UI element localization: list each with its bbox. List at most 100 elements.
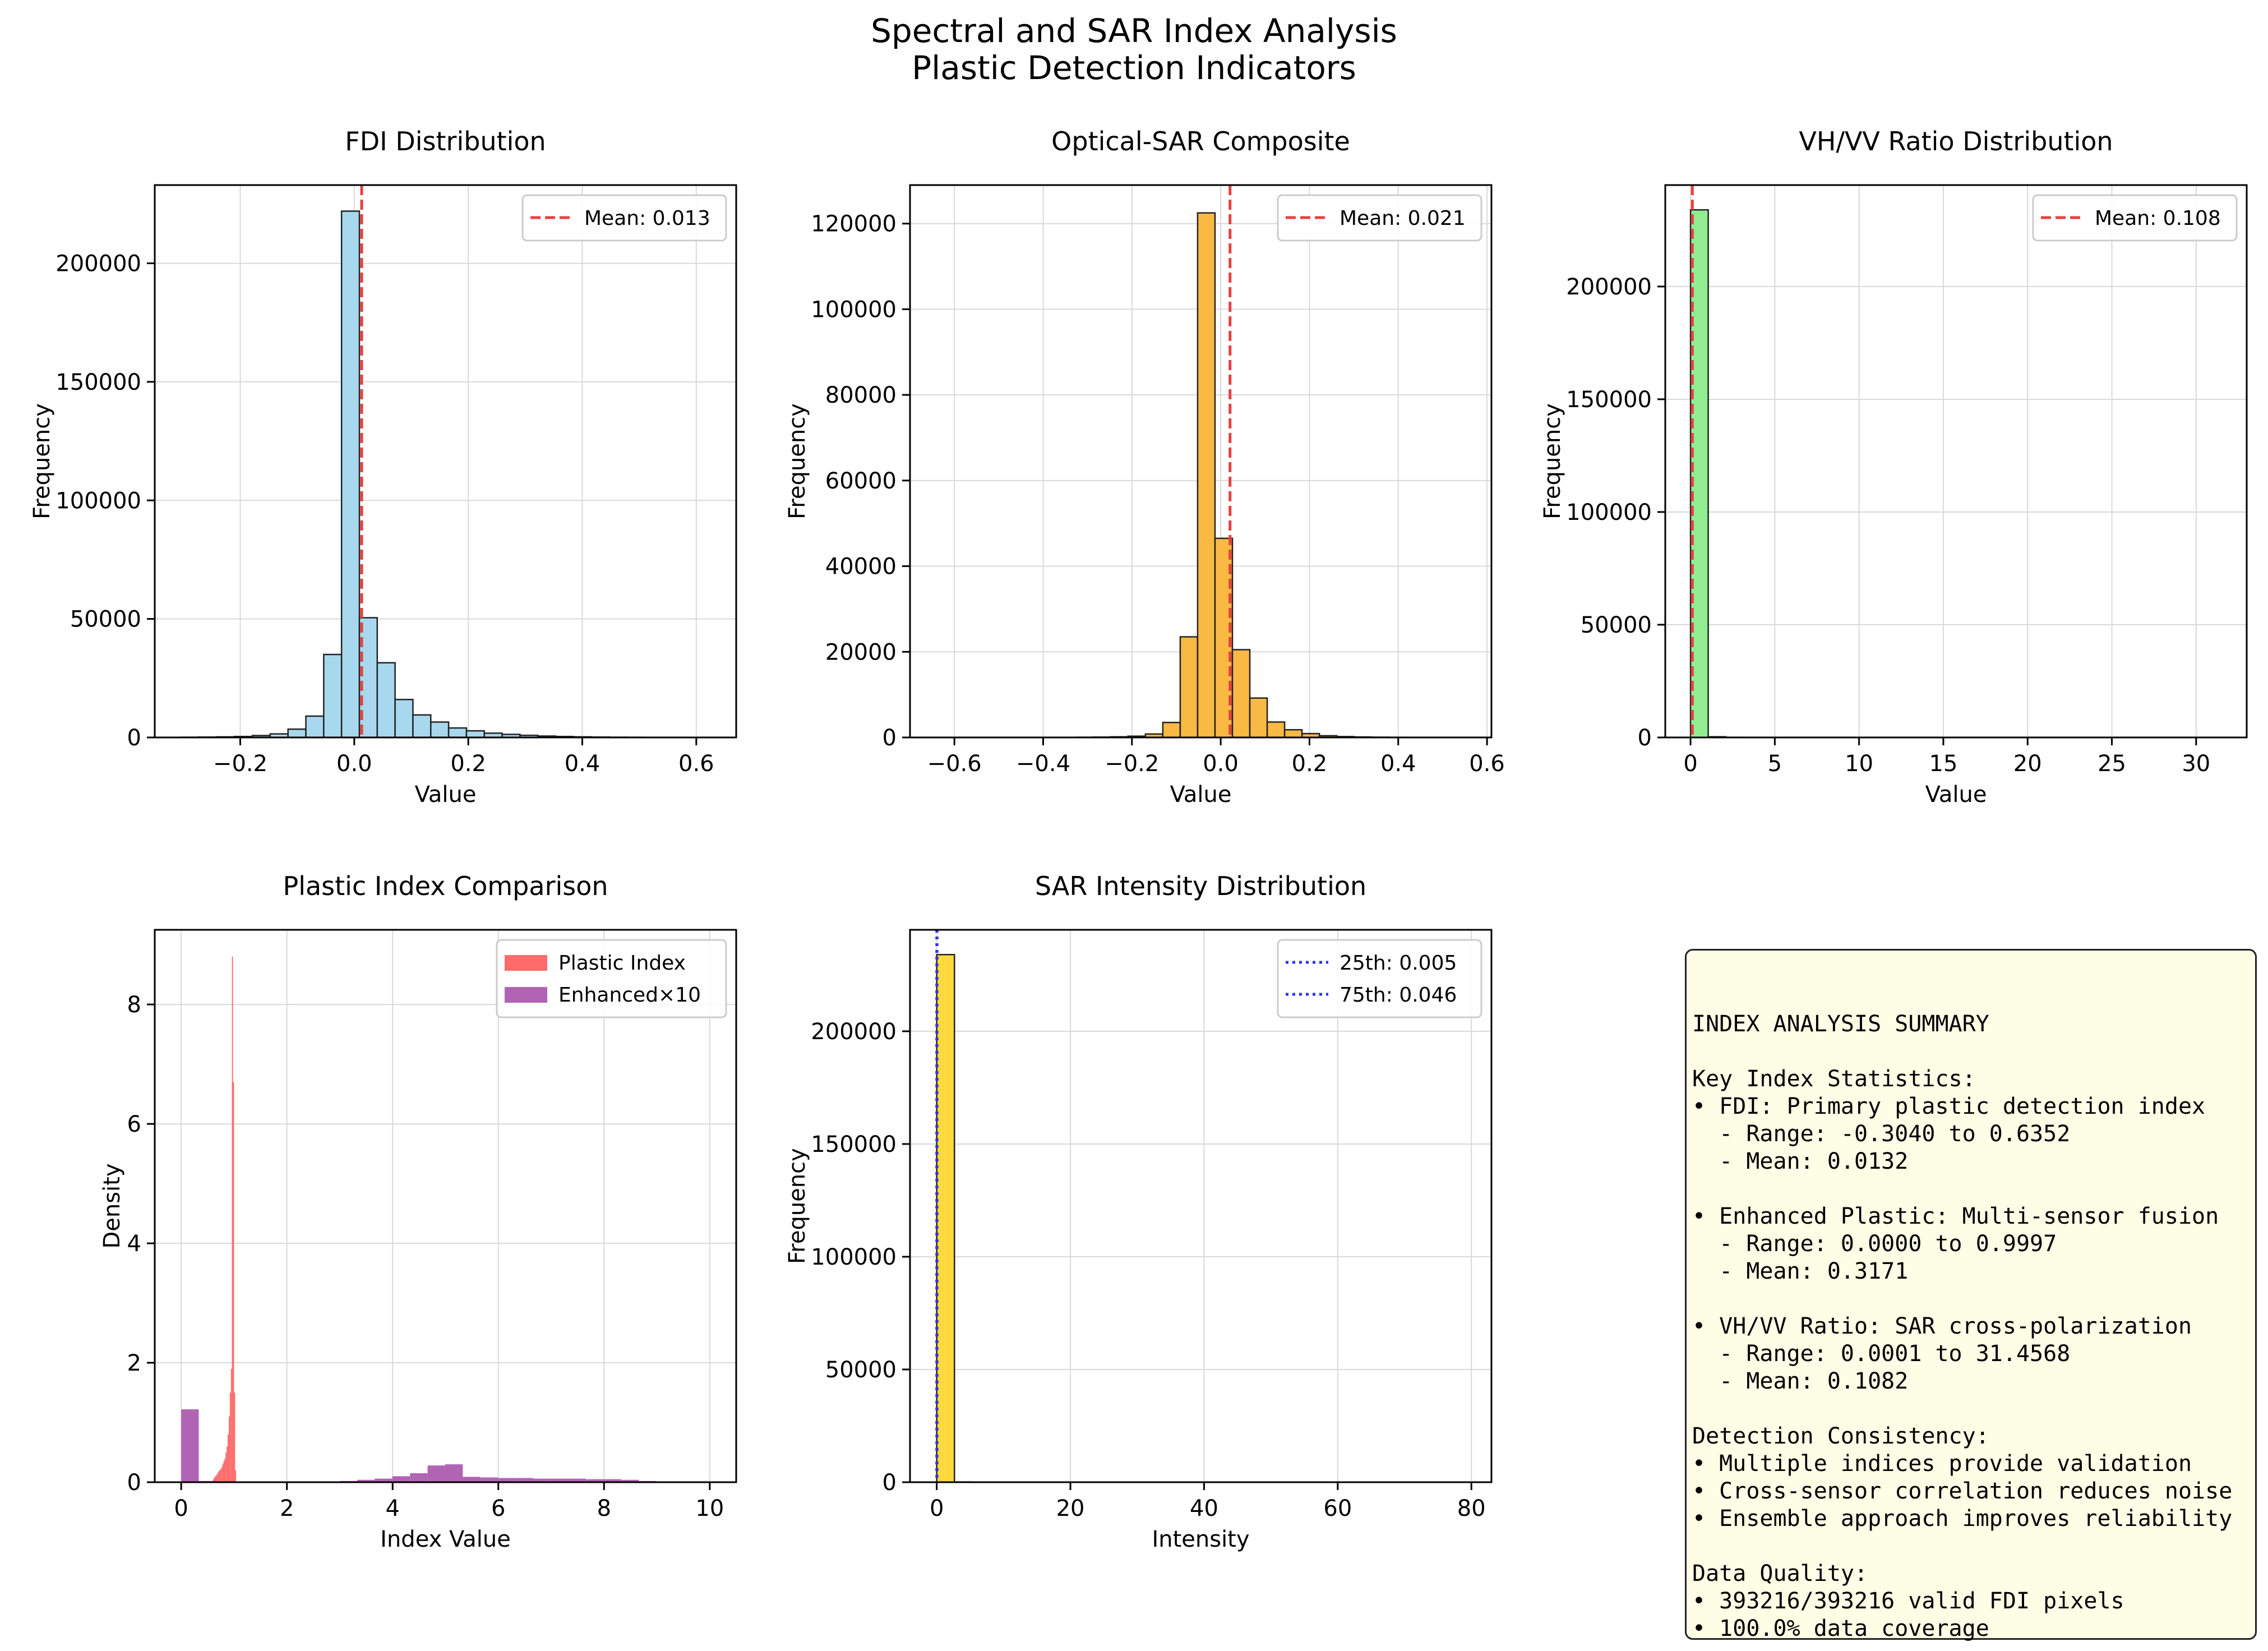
axes-frame: [909, 929, 1493, 1483]
bar: [1249, 697, 1268, 737]
bar: [427, 1465, 446, 1482]
x-tick-label: 0.0: [336, 751, 372, 777]
y-axis-label: Frequency: [784, 403, 810, 519]
y-tick-label: 0: [883, 1470, 897, 1496]
bar: [228, 1416, 230, 1482]
bars-sar: [936, 953, 1469, 1482]
bar: [515, 1478, 533, 1482]
x-tick-label: 0.4: [1380, 751, 1416, 777]
x-tick-label: 80: [1457, 1496, 1486, 1521]
y-tick-label: 200000: [811, 1019, 897, 1045]
y-tick-label: 0: [127, 725, 141, 751]
y-tick-label: 100000: [811, 1244, 897, 1270]
y-tick-label: 0: [883, 725, 897, 751]
bar: [287, 728, 307, 737]
x-tick-label: 0.0: [1203, 751, 1239, 777]
axes-frame: [909, 184, 1493, 739]
summary-text: INDEX ANALYSIS SUMMARY Key Index Statist…: [1692, 1011, 2233, 1641]
y-tick-label: 100000: [811, 297, 897, 322]
bar: [1162, 722, 1181, 737]
x-tick-label: 0.4: [565, 751, 601, 777]
bar: [216, 1475, 218, 1482]
bar: [568, 1478, 586, 1482]
x-axis-label: Value: [415, 782, 477, 808]
y-tick-label: 80000: [825, 382, 897, 408]
bar: [586, 1479, 604, 1482]
bars-plastic: [181, 956, 709, 1482]
bars-fdi: [180, 210, 717, 737]
bar: [214, 1477, 215, 1482]
y-tick-label: 100000: [56, 488, 141, 514]
y-tick-label: 100000: [1566, 500, 1652, 525]
legend: 25th: 0.005 75th: 0.046: [1277, 939, 1482, 1018]
x-axis-label: Value: [1170, 782, 1232, 808]
bar: [225, 1452, 227, 1482]
summary-box: INDEX ANALYSIS SUMMARY Key Index Statist…: [1685, 949, 2257, 1641]
x-tick-label: 0: [930, 1496, 944, 1521]
legend-label: Mean: 0.013: [584, 207, 710, 230]
bar: [233, 1082, 234, 1482]
bar: [232, 956, 233, 1482]
legend: Plastic Index Enhanced×10: [496, 939, 727, 1018]
bar: [394, 699, 414, 737]
bar: [181, 1409, 199, 1482]
y-tick-label: 0: [127, 1470, 141, 1496]
y-tick-label: 60000: [825, 468, 897, 494]
y-axis-label: Density: [99, 1163, 125, 1248]
legend-label: 25th: 0.005: [1339, 952, 1457, 975]
bar: [305, 715, 325, 737]
bar: [465, 730, 485, 737]
bar: [221, 1467, 223, 1482]
bar: [218, 1471, 220, 1482]
y-tick-label: 4: [127, 1231, 141, 1257]
y-tick-label: 150000: [1566, 387, 1652, 413]
x-tick-label: 20: [1056, 1496, 1085, 1521]
bar: [463, 1477, 481, 1482]
x-tick-label: 6: [491, 1496, 505, 1521]
bar: [228, 1434, 229, 1482]
bar: [230, 1368, 232, 1482]
bars-optical_sar: [936, 212, 1459, 737]
bar: [213, 1479, 214, 1482]
y-tick-label: 40000: [825, 554, 897, 580]
figure-title-line-1: Spectral and SAR Index Analysis: [871, 12, 1397, 50]
x-tick-label: 4: [386, 1496, 400, 1521]
x-tick-label: 0.2: [1292, 751, 1328, 777]
bar: [447, 727, 468, 737]
y-axis-label: Frequency: [29, 403, 55, 519]
y-axis-label: Frequency: [784, 1148, 810, 1264]
x-tick-label: 25: [2098, 751, 2126, 777]
bar: [227, 1446, 228, 1482]
bar: [376, 662, 396, 737]
y-tick-label: 200000: [1566, 274, 1652, 300]
chart-plastic: 0 2 4 6 8 10 0 2 4 6 8 Plastic Index Comparison Inde…: [99, 871, 737, 1552]
x-tick-label: 30: [2182, 751, 2210, 777]
x-tick-label: 2: [280, 1496, 294, 1521]
x-axis-label: Value: [1925, 782, 1987, 808]
y-tick-label: 200000: [56, 251, 141, 277]
x-tick-label: 10: [695, 1496, 724, 1521]
bar: [220, 1469, 221, 1482]
axes-frame: [1664, 184, 2248, 739]
legend-frame: [2032, 194, 2238, 242]
x-tick-label: 0.2: [450, 751, 486, 777]
bar: [412, 714, 432, 737]
bar: [392, 1476, 410, 1482]
y-axis-label: Frequency: [1540, 403, 1565, 519]
legend-label: Mean: 0.021: [1339, 207, 1466, 230]
figure-title-line-2: Plastic Detection Indicators: [912, 49, 1356, 87]
legend-frame: [496, 939, 727, 1018]
bar: [223, 1461, 225, 1482]
x-tick-label: 0.6: [678, 751, 714, 777]
bar: [1283, 729, 1303, 737]
chart-title: FDI Distribution: [345, 126, 546, 156]
x-tick-label: 15: [1929, 751, 1958, 777]
legend-label: 75th: 0.046: [1339, 984, 1457, 1007]
bar: [498, 1478, 516, 1482]
x-tick-label: 20: [2013, 751, 2042, 777]
y-tick-label: 50000: [70, 607, 141, 633]
bar: [1179, 636, 1199, 737]
y-tick-label: 50000: [1581, 612, 1652, 638]
legend-label: Enhanced×10: [558, 984, 701, 1007]
